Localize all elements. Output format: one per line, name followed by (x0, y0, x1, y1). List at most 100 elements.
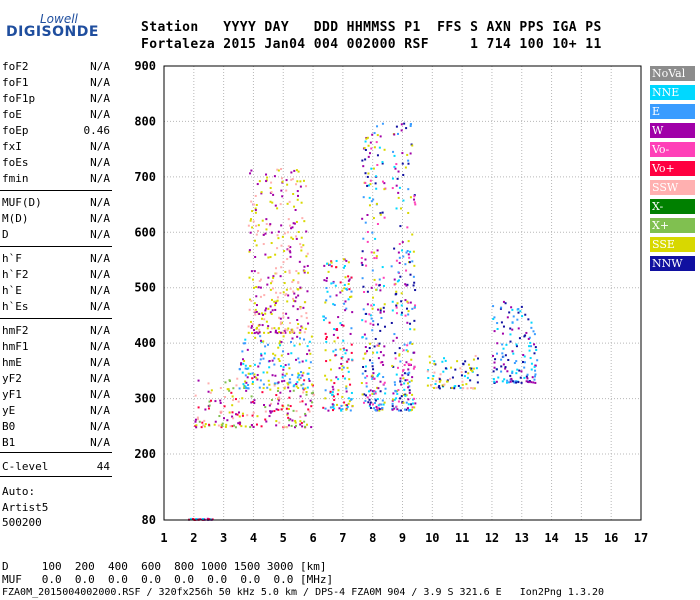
echo-point (299, 395, 302, 398)
echo-point (289, 287, 292, 290)
echo-point (241, 412, 244, 415)
echo-point (406, 249, 409, 252)
echo-point (250, 332, 253, 335)
echo-point (252, 278, 255, 281)
echo-point (400, 300, 403, 303)
echo-point (263, 318, 266, 321)
echo-point (364, 370, 367, 373)
echo-point (268, 366, 271, 369)
echo-point (231, 395, 234, 398)
echo-point (404, 314, 407, 317)
echo-point (381, 161, 384, 164)
echo-point (204, 408, 207, 411)
echo-point (287, 316, 290, 319)
echo-point (515, 360, 518, 363)
echo-point (493, 316, 496, 319)
echo-point (282, 312, 285, 315)
echo-point (516, 318, 519, 321)
echo-point (305, 393, 308, 396)
echo-point (300, 236, 303, 239)
echo-point (374, 337, 377, 340)
echo-point (372, 351, 375, 354)
echo-point (469, 369, 472, 372)
echo-point (343, 264, 346, 267)
echo-point (395, 306, 398, 309)
echo-point (362, 365, 365, 368)
echo-point (491, 354, 494, 357)
echo-point (246, 414, 249, 417)
echo-point (410, 143, 413, 146)
echo-point (271, 374, 274, 377)
echo-point (493, 330, 496, 333)
x-tick-label: 10 (425, 531, 439, 545)
echo-point (375, 257, 378, 260)
echo-point (395, 312, 398, 315)
echo-point (283, 425, 286, 428)
echo-point (401, 311, 404, 314)
echo-point (402, 401, 405, 404)
echo-point (406, 300, 409, 303)
echo-point (302, 391, 305, 394)
param-row: yF1 N/A (2, 388, 110, 401)
echo-point (283, 387, 286, 390)
echo-point (409, 322, 412, 325)
echo-point (371, 307, 374, 310)
echo-point (528, 349, 531, 352)
echo-point (363, 146, 366, 149)
param-value: N/A (90, 324, 110, 337)
echo-point (335, 294, 338, 297)
echo-point (405, 408, 408, 411)
echo-point (398, 242, 401, 245)
x-tick-label: 3 (220, 531, 227, 545)
echo-point (435, 380, 438, 383)
echo-point (276, 247, 279, 250)
echo-point (270, 181, 273, 184)
echo-point (515, 381, 518, 384)
echo-point (255, 376, 258, 379)
echo-point (265, 228, 268, 231)
echo-point (273, 363, 276, 366)
echo-point (330, 265, 333, 268)
echo-point (472, 358, 475, 361)
echo-point (431, 377, 434, 380)
echo-point (279, 344, 282, 347)
echo-point (383, 216, 386, 219)
echo-point (396, 408, 399, 411)
echo-point (308, 367, 311, 370)
param-row: foE N/A (2, 108, 110, 121)
echo-point (260, 341, 263, 344)
echo-point (289, 251, 292, 254)
echo-point (282, 291, 285, 294)
echo-point (330, 261, 333, 264)
echo-point (518, 337, 521, 340)
echo-point (303, 265, 306, 268)
echo-point (398, 347, 401, 350)
echo-point (270, 242, 273, 245)
echo-point (375, 141, 378, 144)
echo-point (247, 372, 250, 375)
echo-point (406, 226, 409, 229)
echo-point (509, 327, 512, 330)
echo-point (196, 416, 199, 419)
echo-point (281, 195, 284, 198)
param-label: B0 (2, 420, 16, 433)
echo-point (465, 383, 468, 386)
echo-point (511, 321, 514, 324)
echo-point (462, 387, 465, 390)
echo-point (382, 310, 385, 313)
echo-point (325, 336, 328, 339)
y-tick-label: 600 (134, 225, 156, 239)
x-tick-label: 16 (604, 531, 618, 545)
echo-point (276, 168, 279, 171)
echo-point (269, 388, 272, 391)
echo-point (364, 376, 367, 379)
echo-point (285, 372, 288, 375)
echo-point (307, 377, 310, 380)
echo-point (381, 361, 384, 364)
echo-point (371, 377, 374, 380)
echo-point (231, 415, 234, 418)
echo-point (405, 251, 408, 254)
echo-point (371, 133, 374, 136)
echo-point (402, 377, 405, 380)
echo-point (301, 374, 304, 377)
